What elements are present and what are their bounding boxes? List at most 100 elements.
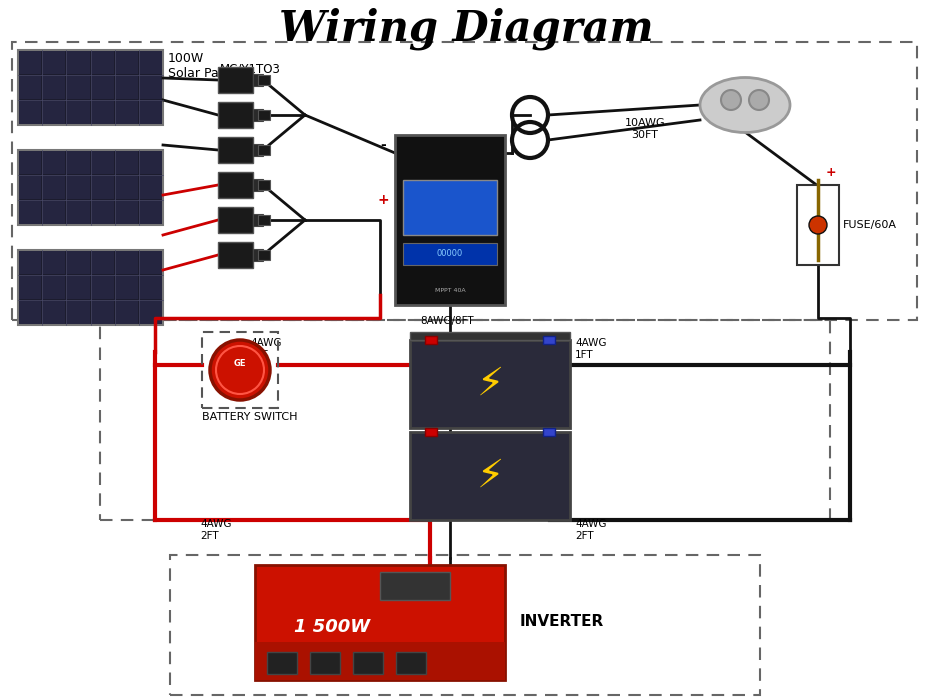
Bar — [19, 76, 41, 99]
Bar — [91, 101, 114, 124]
Bar — [91, 176, 114, 199]
Bar — [218, 242, 253, 268]
Bar — [43, 51, 65, 74]
Bar — [380, 572, 450, 600]
Bar — [116, 151, 138, 174]
Bar — [100, 320, 830, 520]
Circle shape — [809, 216, 827, 234]
Bar — [267, 652, 297, 674]
Bar — [310, 652, 340, 674]
Bar — [116, 51, 138, 74]
Bar — [43, 176, 65, 199]
Circle shape — [749, 90, 769, 110]
Circle shape — [721, 90, 741, 110]
Bar — [258, 110, 270, 120]
Bar — [67, 251, 90, 274]
Bar — [18, 150, 163, 225]
Bar — [19, 176, 41, 199]
Bar — [19, 276, 41, 299]
Bar — [253, 179, 263, 191]
Ellipse shape — [700, 78, 790, 132]
Bar — [403, 180, 497, 235]
Text: 100W
Solar Panel: 100W Solar Panel — [168, 52, 238, 80]
Bar — [116, 276, 138, 299]
Bar — [255, 565, 505, 680]
Text: 8AWG/8FT: 8AWG/8FT — [420, 316, 474, 326]
Bar — [140, 176, 162, 199]
Text: 4AWG
2FT: 4AWG 2FT — [200, 519, 231, 540]
Bar — [67, 276, 90, 299]
Bar — [116, 101, 138, 124]
Bar — [67, 201, 90, 224]
Bar — [140, 76, 162, 99]
Bar — [425, 336, 437, 344]
Text: 1 500W: 1 500W — [294, 618, 370, 636]
Bar — [91, 76, 114, 99]
Bar — [116, 251, 138, 274]
Bar — [253, 109, 263, 121]
Bar — [258, 215, 270, 225]
Bar — [67, 151, 90, 174]
Bar — [403, 243, 497, 265]
Bar — [67, 51, 90, 74]
Bar — [218, 172, 253, 198]
Bar — [67, 101, 90, 124]
Bar — [43, 201, 65, 224]
Text: 4AWG
1FT: 4AWG 1FT — [250, 338, 282, 360]
Bar — [91, 151, 114, 174]
Bar — [258, 145, 270, 155]
Bar — [116, 76, 138, 99]
Text: -: - — [380, 138, 386, 152]
Bar — [218, 207, 253, 233]
Bar — [19, 101, 41, 124]
Bar — [43, 151, 65, 174]
Bar — [253, 249, 263, 261]
Bar — [218, 137, 253, 163]
Bar — [140, 101, 162, 124]
Bar — [43, 101, 65, 124]
Bar — [395, 135, 505, 305]
Text: 00000: 00000 — [437, 249, 463, 258]
Bar — [353, 652, 383, 674]
Bar — [91, 301, 114, 324]
Bar — [67, 176, 90, 199]
Bar — [140, 276, 162, 299]
Text: FUSE/60A: FUSE/60A — [843, 220, 897, 230]
Bar — [67, 301, 90, 324]
Text: +: + — [826, 167, 837, 179]
Bar — [18, 250, 163, 325]
Bar — [425, 428, 437, 436]
Text: BATTERY SWITCH: BATTERY SWITCH — [202, 412, 298, 422]
Bar — [19, 151, 41, 174]
Bar — [253, 74, 263, 86]
Bar — [116, 201, 138, 224]
Bar — [19, 251, 41, 274]
Text: MPPT 40A: MPPT 40A — [435, 288, 466, 293]
Text: 10AWG
30FT: 10AWG 30FT — [625, 118, 665, 139]
Bar — [43, 301, 65, 324]
Bar — [396, 652, 426, 674]
Bar — [116, 301, 138, 324]
Bar — [410, 332, 570, 340]
Bar — [797, 185, 839, 265]
Bar — [140, 251, 162, 274]
Text: ⚡: ⚡ — [477, 457, 504, 495]
Bar — [218, 102, 253, 128]
Bar — [253, 144, 263, 156]
Bar — [140, 51, 162, 74]
Bar — [258, 75, 270, 85]
Bar — [18, 50, 163, 125]
Bar — [91, 251, 114, 274]
Bar — [218, 67, 253, 93]
Bar — [43, 76, 65, 99]
Bar — [19, 51, 41, 74]
Bar — [543, 428, 555, 436]
Text: +: + — [377, 193, 389, 207]
Text: ⚡: ⚡ — [477, 365, 504, 403]
Bar — [140, 301, 162, 324]
Bar — [91, 51, 114, 74]
Bar — [91, 201, 114, 224]
Text: GE: GE — [234, 360, 246, 368]
Bar — [543, 336, 555, 344]
Bar — [140, 151, 162, 174]
